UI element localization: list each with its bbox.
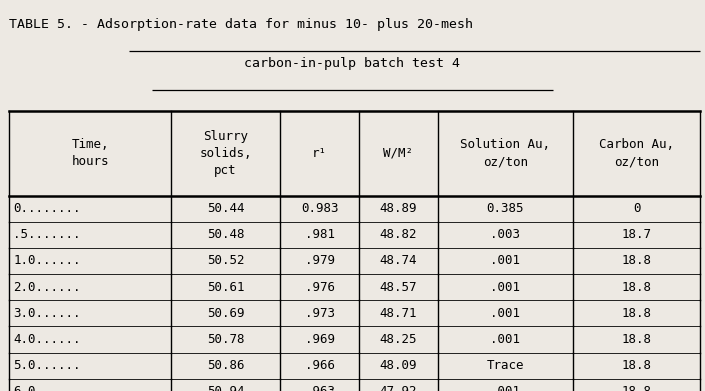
Text: 48.57: 48.57	[379, 281, 417, 294]
Text: .979: .979	[305, 255, 335, 267]
Text: Time,
hours: Time, hours	[71, 138, 109, 169]
Text: 48.74: 48.74	[379, 255, 417, 267]
Text: r¹: r¹	[312, 147, 327, 160]
Text: Slurry
solids,
pct: Slurry solids, pct	[200, 130, 252, 177]
Text: Solution Au,
oz/ton: Solution Au, oz/ton	[460, 138, 551, 169]
Text: 18.8: 18.8	[622, 386, 651, 391]
Text: 50.52: 50.52	[207, 255, 245, 267]
Text: carbon-in-pulp batch test 4: carbon-in-pulp batch test 4	[245, 57, 460, 70]
Text: .976: .976	[305, 281, 335, 294]
Text: 4.0......: 4.0......	[13, 333, 81, 346]
Text: 50.48: 50.48	[207, 228, 245, 241]
Text: .001: .001	[491, 281, 520, 294]
Text: .966: .966	[305, 359, 335, 372]
Text: 3.0......: 3.0......	[13, 307, 81, 320]
Text: Trace: Trace	[486, 359, 525, 372]
Text: W/M²: W/M²	[384, 147, 413, 160]
Text: 48.09: 48.09	[379, 359, 417, 372]
Text: 18.8: 18.8	[622, 281, 651, 294]
Text: 50.86: 50.86	[207, 359, 245, 372]
Text: 18.7: 18.7	[622, 228, 651, 241]
Text: 18.8: 18.8	[622, 255, 651, 267]
Text: .963: .963	[305, 386, 335, 391]
Text: 48.82: 48.82	[379, 228, 417, 241]
Text: 6.0......: 6.0......	[13, 386, 81, 391]
Text: 48.71: 48.71	[379, 307, 417, 320]
Text: .001: .001	[491, 386, 520, 391]
Text: 0.385: 0.385	[486, 202, 525, 215]
Text: 50.94: 50.94	[207, 386, 245, 391]
Text: 48.89: 48.89	[379, 202, 417, 215]
Text: 50.78: 50.78	[207, 333, 245, 346]
Text: .5.......: .5.......	[13, 228, 81, 241]
Text: TABLE 5. - Adsorption-rate data for minus 10- plus 20-mesh: TABLE 5. - Adsorption-rate data for minu…	[9, 18, 473, 30]
Text: 1.0......: 1.0......	[13, 255, 81, 267]
Text: 18.8: 18.8	[622, 307, 651, 320]
Text: .003: .003	[491, 228, 520, 241]
Text: 18.8: 18.8	[622, 333, 651, 346]
Text: 50.44: 50.44	[207, 202, 245, 215]
Text: .001: .001	[491, 307, 520, 320]
Text: 0........: 0........	[13, 202, 81, 215]
Text: .981: .981	[305, 228, 335, 241]
Text: 0.983: 0.983	[301, 202, 338, 215]
Text: 50.69: 50.69	[207, 307, 245, 320]
Text: 47.92: 47.92	[379, 386, 417, 391]
Text: Carbon Au,
oz/ton: Carbon Au, oz/ton	[599, 138, 674, 169]
Text: 18.8: 18.8	[622, 359, 651, 372]
Text: 48.25: 48.25	[379, 333, 417, 346]
Text: 2.0......: 2.0......	[13, 281, 81, 294]
Text: .973: .973	[305, 307, 335, 320]
Text: .969: .969	[305, 333, 335, 346]
Text: 0: 0	[633, 202, 640, 215]
Text: 50.61: 50.61	[207, 281, 245, 294]
Text: .001: .001	[491, 333, 520, 346]
Text: .001: .001	[491, 255, 520, 267]
Text: 5.0......: 5.0......	[13, 359, 81, 372]
